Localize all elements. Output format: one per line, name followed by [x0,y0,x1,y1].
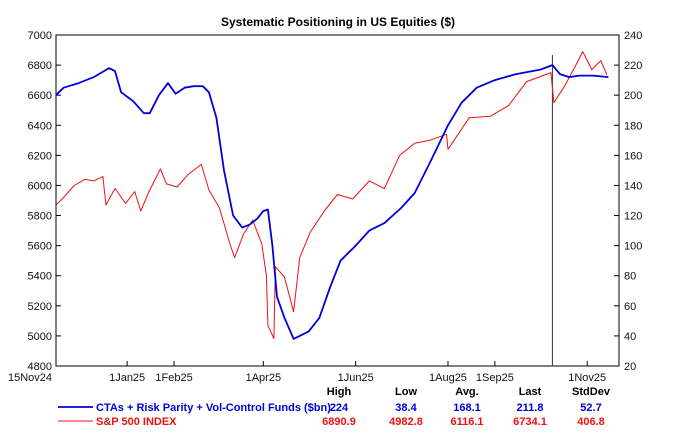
right-tick-label: 200 [624,90,642,102]
right-tick-label: 20 [624,361,636,373]
stats-header: Last [519,386,542,398]
right-tick-label: 220 [624,60,642,72]
x-tick-label: 1Nov25 [568,372,606,384]
left-tick-label: 7000 [28,30,52,42]
right-tick-label: 140 [624,180,642,192]
right-tick-label: 80 [624,271,636,283]
stats-value: 406.8 [577,416,605,428]
x-tick-label: 15Nov24 [8,372,52,384]
legend-label: CTAs + Risk Parity + Vol-Control Funds (… [96,402,331,414]
left-axis: 4800 5000 5200 5400 5600 5800 6000 6200 6400 6600… [28,30,61,373]
x-tick-label: 1Feb25 [155,372,192,384]
stats-value: 6116.1 [450,416,483,428]
left-tick-label: 6600 [28,90,52,102]
left-tick-label: 5800 [28,211,52,223]
left-tick-label: 5400 [28,271,52,283]
plot-area [55,34,620,367]
right-tick-label: 100 [624,241,642,253]
left-tick-label: 4800 [28,361,52,373]
x-tick-label: 1Apr25 [246,372,281,384]
stats-header: Low [395,386,417,398]
x-tick-label: 1Aug25 [429,372,467,384]
chart-title: Systematic Positioning in US Equities ($… [221,15,455,29]
legend-label: S&P 500 INDEX [96,416,177,428]
stats-value: 6734.1 [513,416,547,428]
left-tick-label: 5000 [28,331,52,343]
stats-value: 211.8 [517,402,544,414]
left-tick-label: 5200 [28,301,52,313]
right-tick-label: 40 [624,331,636,343]
left-tick-label: 6200 [28,150,52,162]
series-line-sp500 [55,51,608,339]
right-axis: 20 40 60 80 100 120 140 160 180 200 220 240 [614,30,642,373]
x-tick-label: 1Jun25 [338,372,374,384]
stats-value: 168.1 [453,402,481,414]
series-line-funds [55,64,609,340]
x-axis: 15Nov24 1Jan25 1Feb25 1Apr25 1Jun25 1Aug25 1Se… [8,361,606,384]
stats-value: 52.7 [580,402,601,414]
stats-table: High Low Avg. Last StdDev CTAs + Risk Parity … [58,386,611,428]
left-tick-label: 6400 [28,120,52,132]
right-tick-label: 160 [624,150,642,162]
stats-header: StdDev [572,386,611,398]
stats-value: 224 [330,402,349,414]
x-tick-label: 1Sep25 [476,372,514,384]
left-tick-label: 6000 [28,180,52,192]
left-tick-label: 6800 [28,60,52,72]
right-tick-label: 60 [624,301,636,313]
stats-header: High [327,386,352,398]
right-tick-label: 180 [624,120,642,132]
stats-header: Avg. [455,386,478,398]
right-tick-label: 240 [624,30,642,42]
stats-value: 6890.9 [322,416,356,428]
series-lines [55,51,609,366]
x-tick-label: 1Jan25 [109,372,145,384]
stats-value: 4982.8 [389,416,423,428]
right-tick-label: 120 [624,211,642,223]
stats-value: 38.4 [395,402,417,414]
left-tick-label: 5600 [28,241,52,253]
